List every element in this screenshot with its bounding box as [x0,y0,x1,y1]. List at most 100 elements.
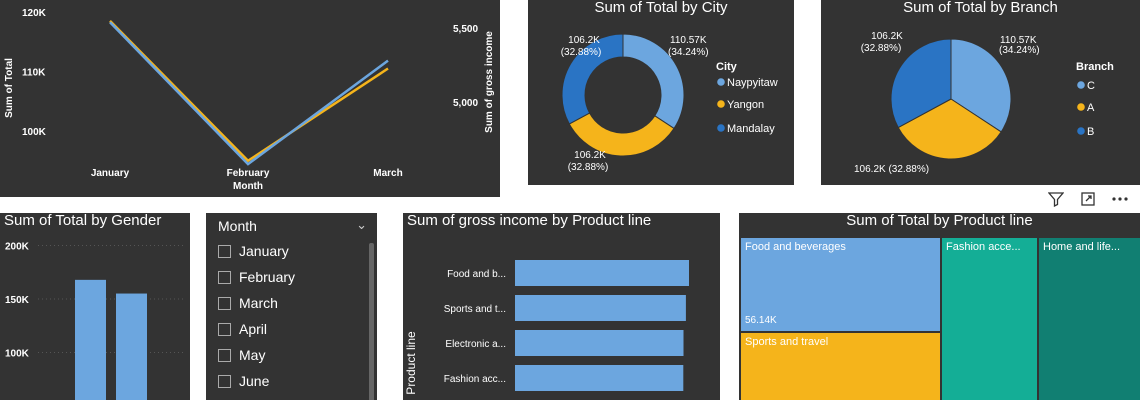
x-axis-label: Month [233,181,263,192]
legend-label: B [1087,126,1094,138]
series-line [109,20,389,163]
slicer-item[interactable]: January [218,241,289,261]
city-donut-chart: 110.57K(34.24%)106.2K(32.88%)106.2K(32.8… [561,33,778,173]
x-tick-label: February [227,168,270,179]
slicer-item-label: June [239,373,270,389]
data-label: (32.88%) [861,43,902,54]
series-line [109,21,389,166]
slicer-item[interactable]: April [218,319,267,339]
month-slicer[interactable]: Month ⌄ January February March April May June [206,213,377,400]
legend-label: Yangon [727,99,764,111]
city-donut-title: Sum of Total by City [594,0,728,16]
gender-bar-chart: 200K 150K 100K [5,242,185,400]
data-label: 106.2K (32.88%) [854,164,929,175]
legend-label: Mandalay [727,123,775,135]
slicer-item-label: April [239,321,268,337]
legend-marker [717,78,725,86]
checkbox[interactable] [218,374,231,388]
slicer-item[interactable]: February [218,267,295,287]
y-tick-right: 5,500 [453,24,478,35]
y-tick-label: Food and b... [447,269,506,280]
checkbox[interactable] [218,270,231,284]
data-label: 110.57K [1000,35,1037,46]
legend-marker [1077,103,1085,111]
legend-title: Branch [1076,61,1114,73]
slicer-header: Month [218,218,257,234]
line-chart-panel[interactable]: 120K 110K 100K 5,500 5,000 Sum of Total Sum of… [0,0,500,197]
pie-slice [890,38,952,129]
y-axis-label: Product line [404,331,418,395]
y-tick-right: 5,000 [453,98,478,109]
data-label: (32.88%) [568,162,609,173]
more-options-icon[interactable] [1108,188,1132,210]
legend-marker [717,124,725,132]
data-label: 106.2K [574,150,606,161]
slicer-item-label: March [239,295,278,311]
slicer-item-label: May [239,347,266,363]
branch-pie-chart: 110.57K(34.24%) 106.2K (32.88%) 106.2K(32.… [854,31,1114,175]
treemap-value: 56.14K [745,315,777,326]
city-donut-panel[interactable]: Sum of Total by City 110.57K (34.24%) 106.… [528,0,794,185]
product-bar-title: Sum of gross income by Product line [407,213,652,229]
checkbox[interactable] [218,296,231,310]
slicer-item-label: February [239,269,296,285]
legend-title: City [716,61,738,73]
treemap-label: Sports and travel [745,336,829,348]
bar [75,279,106,400]
bar [515,365,684,391]
bar [515,295,686,321]
branch-pie-title: Sum of Total by Branch [903,0,1058,16]
checkbox[interactable] [218,322,231,336]
legend-label: A [1087,102,1095,114]
y-tick-label: Fashion acc... [444,374,506,385]
y-axis-label-left: Sum of Total [4,58,15,118]
y-axis-label-right: Sum of gross income [484,31,495,133]
treemap-label: Home and life... [1043,241,1121,253]
checkbox[interactable] [218,348,231,362]
pie-slice [561,33,624,125]
y-tick-label: 100K [5,349,30,360]
line-chart: 120K 110K 100K 5,500 5,000 Sum of Total Sum of… [4,8,495,192]
y-tick-left: 100K [22,127,47,138]
y-tick-label: Sports and t... [444,304,506,315]
x-tick-label: January [91,168,130,179]
data-label: (34.24%) [668,47,709,58]
data-label: 106.2K [568,35,600,46]
branch-pie-panel[interactable]: Sum of Total by Branch 110.57K (34.24%) 10… [821,0,1140,185]
legend-label: Naypyitaw [727,77,778,89]
slicer-item[interactable]: June [218,371,269,391]
data-label: (32.88%) [561,47,602,58]
gender-bar-title: Sum of Total by Gender [4,213,162,229]
legend-marker [717,100,725,108]
treemap-cell[interactable]: Home and life... [1039,238,1140,400]
treemap-cell[interactable]: Fashion acce... [942,238,1037,400]
bar [116,293,147,400]
product-bar-chart: Product line Food and b... Sports and t...… [404,260,689,395]
gender-bar-panel[interactable]: Sum of Total by Gender 200K 150K 100K [0,213,190,400]
pie-slice [622,33,685,130]
treemap-cell[interactable]: Sports and travel [741,333,940,400]
checkbox[interactable] [218,244,231,258]
legend-marker [1077,81,1085,89]
y-tick-label: 200K [5,242,30,253]
y-tick-label: Electronic a... [445,339,506,350]
filter-icon[interactable] [1044,188,1068,210]
legend-marker [1077,127,1085,135]
y-tick-left: 110K [22,68,46,79]
y-tick-label: 150K [5,295,30,306]
chevron-down-icon[interactable]: ⌄ [356,217,367,232]
slicer-item[interactable]: May [218,345,265,365]
treemap-label: Fashion acce... [946,241,1021,253]
y-tick-left: 120K [22,8,47,19]
data-label: 106.2K [871,31,903,42]
legend-label: C [1087,80,1095,92]
bar [515,330,684,356]
focus-mode-icon[interactable] [1076,188,1100,210]
treemap-cell[interactable]: Food and beverages 56.14K [741,238,940,331]
slicer-item[interactable]: March [218,293,278,313]
slicer-scrollbar[interactable] [369,243,374,400]
treemap-panel[interactable]: Sum of Total by Product line Food and be… [739,213,1140,400]
treemap-label: Food and beverages [745,241,846,253]
product-bar-panel[interactable]: Sum of gross income by Product line Prod… [403,213,720,400]
treemap-title: Sum of Total by Product line [846,213,1033,229]
